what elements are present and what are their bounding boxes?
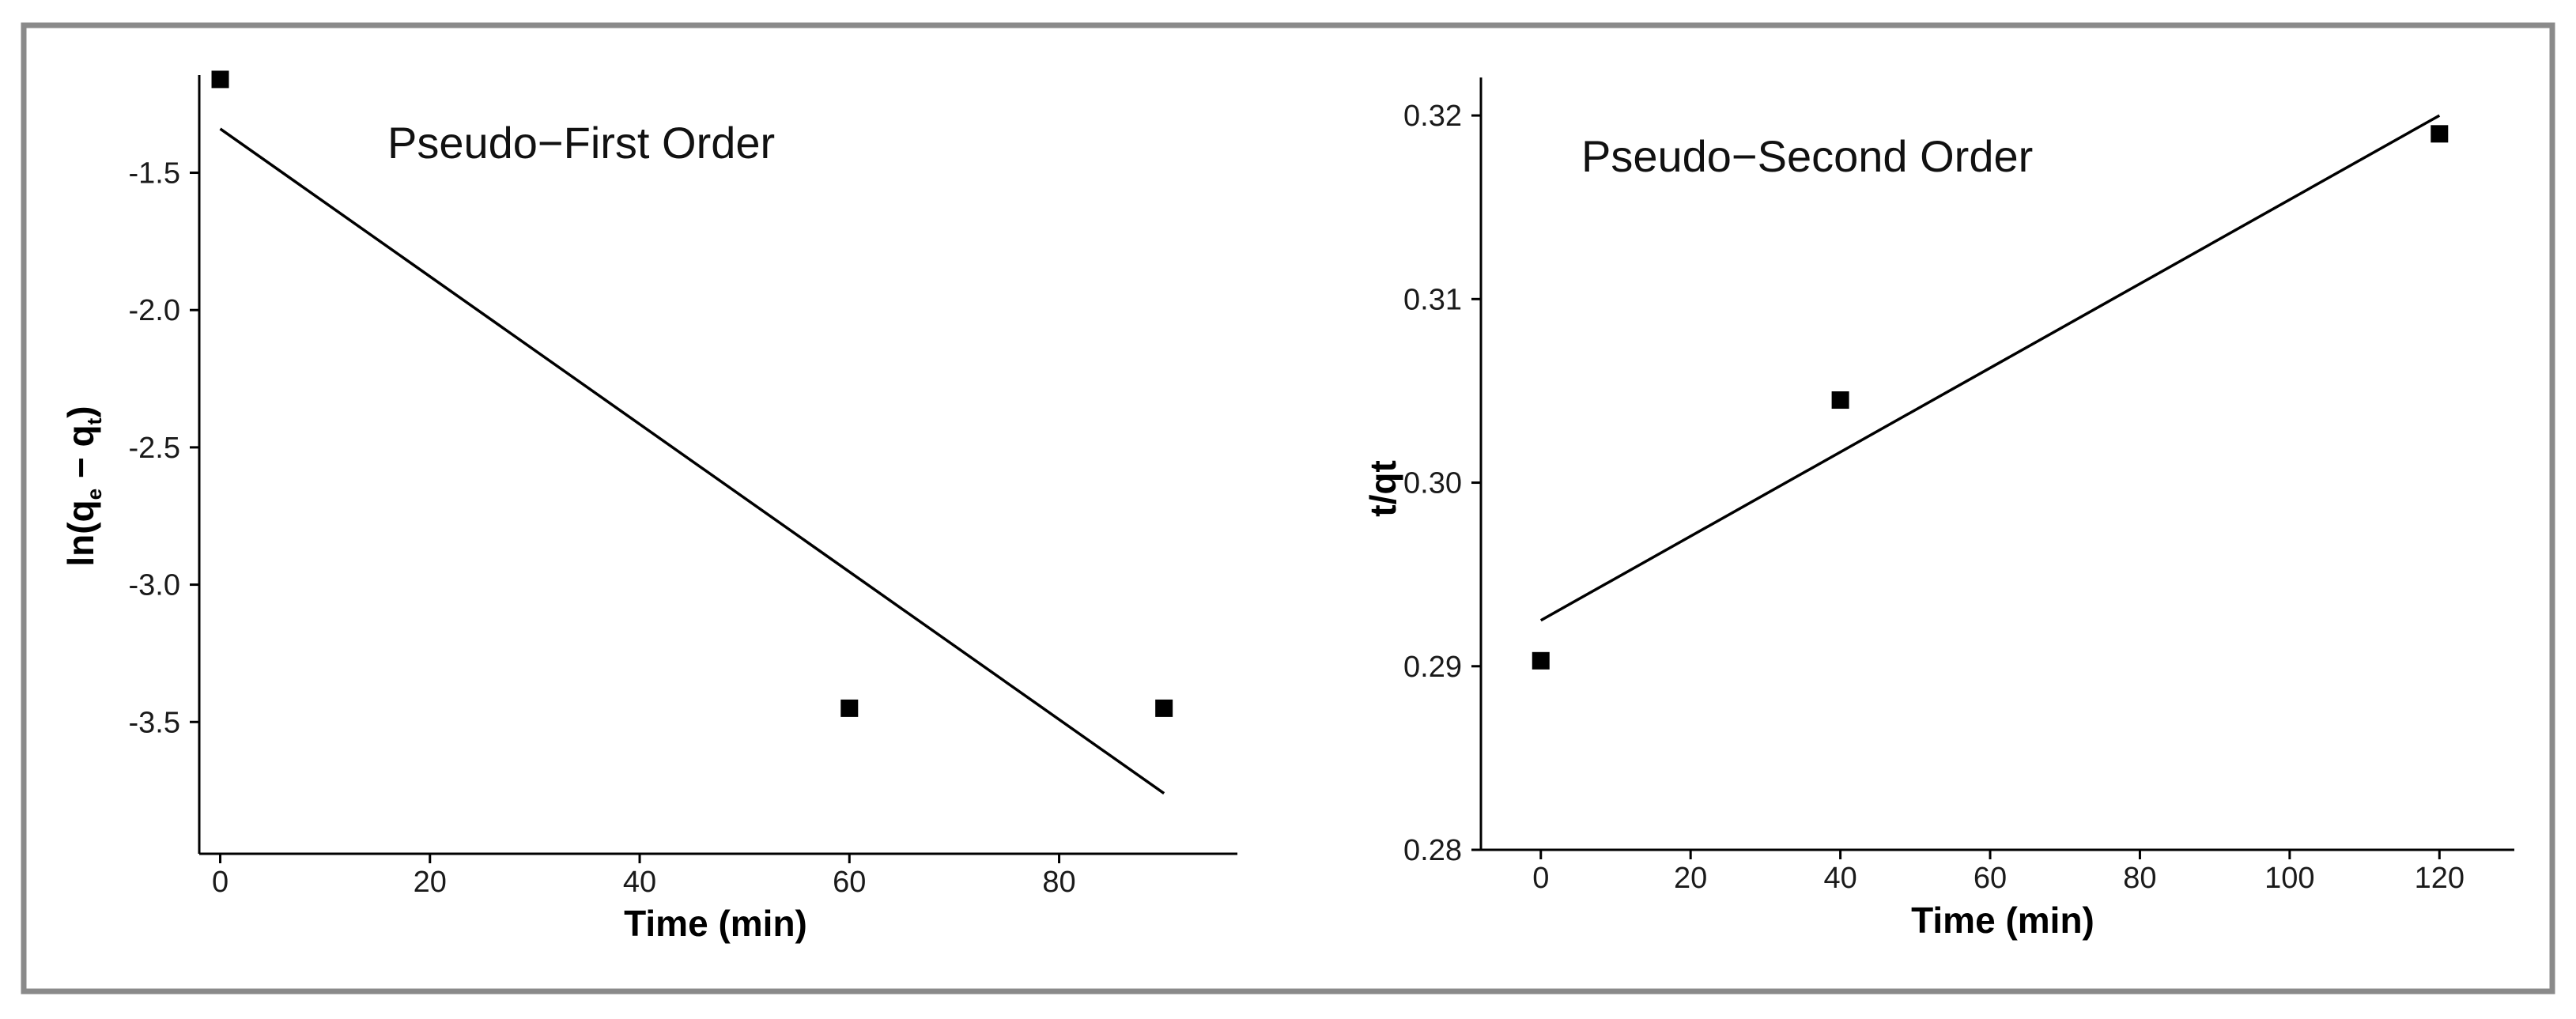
- pseudo-second-order-plot-area: 0.28 0.29 0.30 0.31 0.32 0 20 40 60 80 100 120: [1403, 77, 2514, 895]
- pseudo-first-order-y-tick-label: -1.5: [129, 157, 180, 191]
- pseudo-first-order-chart: -1.5 -2.0 -2.5 -3.0 -3.5 0 20 40 60 80 Pseudo−Fir…: [60, 70, 1237, 944]
- pseudo-first-order-y-tick-label: -2.5: [129, 432, 180, 465]
- pseudo-second-order-data-point: [1831, 391, 1849, 409]
- pseudo-first-order-y-tick-label: -2.0: [129, 294, 180, 327]
- pseudo-first-order-x-tick-label: 40: [623, 866, 656, 899]
- pseudo-first-order-y-tick-label: -3.0: [129, 569, 180, 602]
- pseudo-second-order-x-tick-label: 100: [2264, 862, 2314, 895]
- pseudo-first-order-x-tick-label: 20: [414, 866, 447, 899]
- figure-frame: [21, 22, 2555, 994]
- pseudo-first-order-y-tick-label: -3.5: [129, 706, 180, 739]
- pseudo-second-order-x-tick-label: 120: [2415, 862, 2465, 895]
- pseudo-first-order-data-point: [1155, 699, 1173, 717]
- pseudo-second-order-y-axis-label: t/qt: [1362, 460, 1403, 517]
- pseudo-second-order-x-axis-label: Time (min): [1911, 900, 2094, 941]
- pseudo-second-order-x-tick-label: 80: [2123, 862, 2156, 895]
- pseudo-second-order-y-tick-label: 0.32: [1403, 100, 1462, 133]
- pseudo-second-order-x-tick-label: 0: [1532, 862, 1549, 895]
- pseudo-first-order-data-point: [840, 699, 859, 717]
- pseudo-first-order-y-axis-label: ln(qe − qt): [60, 406, 106, 566]
- pseudo-second-order-x-tick-label: 60: [1974, 862, 2007, 895]
- pseudo-second-order-y-tick-label: 0.29: [1403, 651, 1462, 684]
- pseudo-second-order-x-tick-label: 20: [1674, 862, 1707, 895]
- pseudo-second-order-y-tick-label: 0.28: [1403, 834, 1462, 867]
- pseudo-first-order-plot-area: -1.5 -2.0 -2.5 -3.0 -3.5 0 20 40 60 80: [129, 70, 1237, 899]
- pseudo-second-order-y-tick-label: 0.30: [1403, 467, 1462, 500]
- pseudo-second-order-chart: 0.28 0.29 0.30 0.31 0.32 0 20 40 60 80 100 120 Pseu…: [1362, 77, 2514, 941]
- pseudo-second-order-x-tick-label: 40: [1823, 862, 1856, 895]
- pseudo-first-order-x-tick-label: 80: [1042, 866, 1075, 899]
- pseudo-second-order-title: Pseudo−Second Order: [1581, 131, 2033, 181]
- pseudo-first-order-data-point: [211, 70, 229, 89]
- pseudo-first-order-x-tick-label: 0: [212, 866, 229, 899]
- pseudo-first-order-x-axis-label: Time (min): [624, 903, 807, 944]
- pseudo-first-order-title: Pseudo−First Order: [387, 118, 775, 168]
- pseudo-second-order-data-point: [1532, 651, 1550, 670]
- pseudo-first-order-fit-line: [219, 127, 1165, 795]
- pseudo-second-order-y-tick-label: 0.31: [1403, 283, 1462, 316]
- pseudo-second-order-data-point: [2431, 125, 2449, 143]
- pseudo-first-order-x-tick-label: 60: [833, 866, 866, 899]
- pseudo-second-order-fit-line: [1539, 114, 2441, 622]
